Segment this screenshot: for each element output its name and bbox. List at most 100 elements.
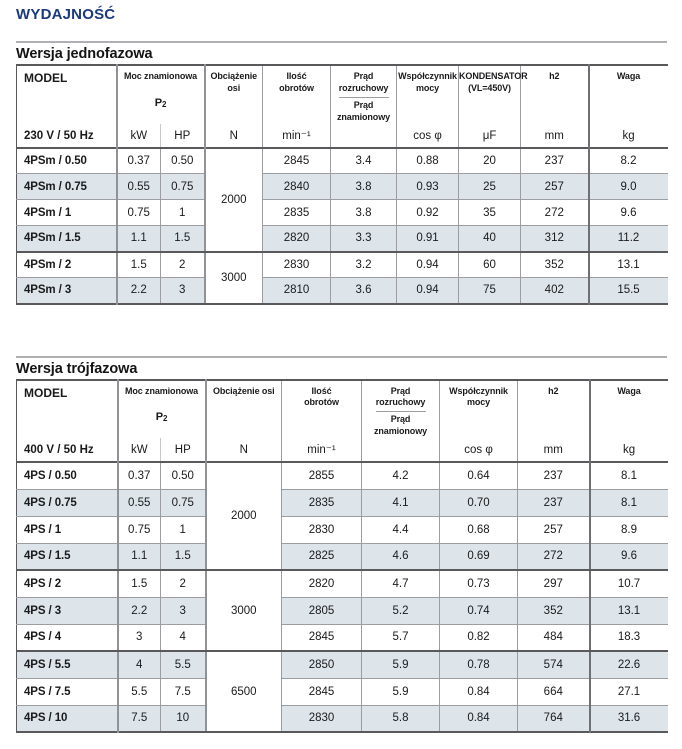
hp-cell: 3: [159, 277, 205, 304]
h2-cell: 257: [517, 516, 590, 544]
rpm-cell: 2805: [281, 597, 362, 625]
model-cell: 4PS / 1.5: [16, 543, 118, 571]
kw-cell: 2.2: [115, 277, 161, 304]
hp-cell: 2: [159, 251, 205, 278]
cos-cell: 0.94: [396, 251, 459, 278]
kg-cell: 11.2: [587, 225, 668, 253]
voltage-label: 400 V / 50 Hz: [24, 444, 94, 456]
kw-cell: 0.37: [115, 147, 161, 174]
unit-h2: mm: [520, 123, 589, 148]
header-row: MODEL Moc znamionowa P2 Obciążenie osi Ilość…: [17, 379, 668, 438]
hp-cell: 1: [159, 516, 206, 544]
current-cell: 3.8: [330, 173, 397, 200]
cos-cell: 0.88: [396, 147, 459, 174]
rpm-cell: 2845: [281, 624, 362, 652]
kg-cell: 13.1: [587, 251, 668, 278]
uf-cell: 75: [458, 277, 521, 304]
section-heading-single-phase: Wersja jednofazowa: [16, 46, 153, 62]
h2-cell: 312: [520, 225, 589, 253]
unit-rpm: min⁻¹: [262, 123, 331, 148]
h2-header: h2: [520, 65, 589, 124]
h2-cell: 664: [517, 678, 590, 706]
section-divider: [16, 41, 667, 43]
unit-n: N: [204, 438, 282, 462]
kw-cell: 0.37: [116, 462, 161, 490]
table-row: 4PSm / 1 0.75 1 2835 3.8 0.92 35 272 9.6: [16, 199, 668, 226]
h2-cell: 352: [517, 597, 590, 625]
hp-cell: 0.50: [159, 147, 205, 174]
unit-kg: kg: [588, 438, 668, 462]
rotation-speed-header: Ilość obrotów: [281, 379, 362, 438]
hp-cell: 0.75: [159, 173, 205, 200]
axis-load-cell: 2000: [203, 147, 263, 253]
rpm-cell: 2855: [281, 462, 362, 490]
model-cell: 4PSm / 2: [16, 251, 117, 278]
cos-cell: 0.93: [396, 173, 459, 200]
model-cell: 4PS / 4: [16, 624, 118, 652]
hp-cell: 3: [159, 597, 206, 625]
rpm-cell: 2810: [262, 277, 331, 304]
kg-cell: 15.5: [587, 277, 668, 304]
rated-power-header: Moc znamionowa P2: [116, 379, 206, 438]
starting-current-ratio-header: Prąd rozruchowy Prąd znamionowy: [330, 65, 397, 124]
current-cell: 4.6: [361, 543, 440, 571]
kg-cell: 9.0: [587, 173, 668, 200]
datasheet-page: WYDAJNOŚĆ Wersja jednofazowa MODEL Moc zn…: [16, 6, 668, 733]
current-cell: 3.6: [330, 277, 397, 304]
model-cell: 4PSm / 0.50: [16, 147, 117, 174]
model-cell: 4PS / 1: [16, 516, 118, 544]
model-cell: 4PS / 7.5: [16, 678, 118, 706]
kw-cell: 1.5: [115, 251, 161, 278]
power-factor-header: Współczynnik mocy: [396, 65, 459, 124]
model-cell: 4PS / 10: [16, 705, 118, 733]
cos-cell: 0.91: [396, 225, 459, 253]
model-header: MODEL: [24, 385, 68, 400]
capacitor-header: KONDENSATOR (VL=450V): [458, 65, 528, 124]
h2-cell: 764: [517, 705, 590, 733]
current-cell: 3.3: [330, 225, 397, 253]
rpm-cell: 2840: [262, 173, 331, 200]
table-row: 4PS / 1 0.75 1 2830 4.4 0.68 257 8.9: [16, 516, 668, 544]
hp-cell: 7.5: [159, 678, 206, 706]
rpm-cell: 2835: [281, 489, 362, 517]
unit-uf: μF: [458, 123, 521, 148]
current-cell: 4.7: [361, 570, 440, 598]
uf-cell: 40: [458, 225, 521, 253]
table-row: 4PS / 2 1.5 2 3000 2820 4.7 0.73 297 10.7: [16, 570, 668, 652]
header-row: MODEL Moc znamionowa P2 Obciążenie osi Ilość…: [17, 65, 668, 124]
uf-cell: 25: [458, 173, 521, 200]
hp-cell: 1: [159, 199, 205, 226]
kg-cell: 9.6: [587, 199, 668, 226]
weight-header: Waga: [587, 65, 668, 124]
kg-cell: 18.3: [588, 624, 668, 652]
hp-cell: 10: [159, 705, 206, 733]
table-row: 4PSm / 1.5 1.1 1.5 2820 3.3 0.91 40 312 11.2: [16, 225, 668, 253]
table-row: 4PS / 5.5 4 5.5 6500 2850 5.9 0.78 574 22.6: [16, 651, 668, 733]
kg-cell: 22.6: [588, 651, 668, 679]
section-heading-three-phase: Wersja trójfazowa: [16, 360, 138, 377]
kw-cell: 1.5: [116, 570, 161, 598]
model-cell: 4PSm / 1: [16, 199, 117, 226]
current-cell: 4.1: [361, 489, 440, 517]
rpm-cell: 2845: [281, 678, 362, 706]
kw-cell: 0.55: [116, 489, 161, 517]
current-cell: 5.7: [361, 624, 440, 652]
table-row: 4PSm / 0.50 0.37 0.50 2000 2845 3.4 0.88 20 237 8…: [16, 147, 668, 253]
h2-cell: 297: [517, 570, 590, 598]
unit-n: N: [203, 123, 263, 148]
table-row: 4PSm / 3 2.2 3 2810 3.6 0.94 75 402 15.5: [16, 277, 668, 304]
single-phase-table: MODEL Moc znamionowa P2 Obciążenie osi Ilość…: [16, 64, 668, 305]
model-cell: 4PS / 0.50: [16, 462, 118, 490]
current-cell: 5.9: [361, 678, 440, 706]
cos-cell: 0.70: [439, 489, 518, 517]
kw-cell: 0.75: [115, 199, 161, 226]
unit-hp: HP: [159, 123, 205, 148]
cos-cell: 0.84: [439, 705, 518, 733]
unit-cos: cos φ: [396, 123, 459, 148]
kg-cell: 8.1: [588, 462, 668, 490]
cos-cell: 0.94: [396, 277, 459, 304]
rpm-cell: 2820: [262, 225, 331, 253]
unit-current: [330, 123, 397, 148]
rpm-cell: 2820: [281, 570, 362, 598]
cos-cell: 0.64: [439, 462, 518, 490]
